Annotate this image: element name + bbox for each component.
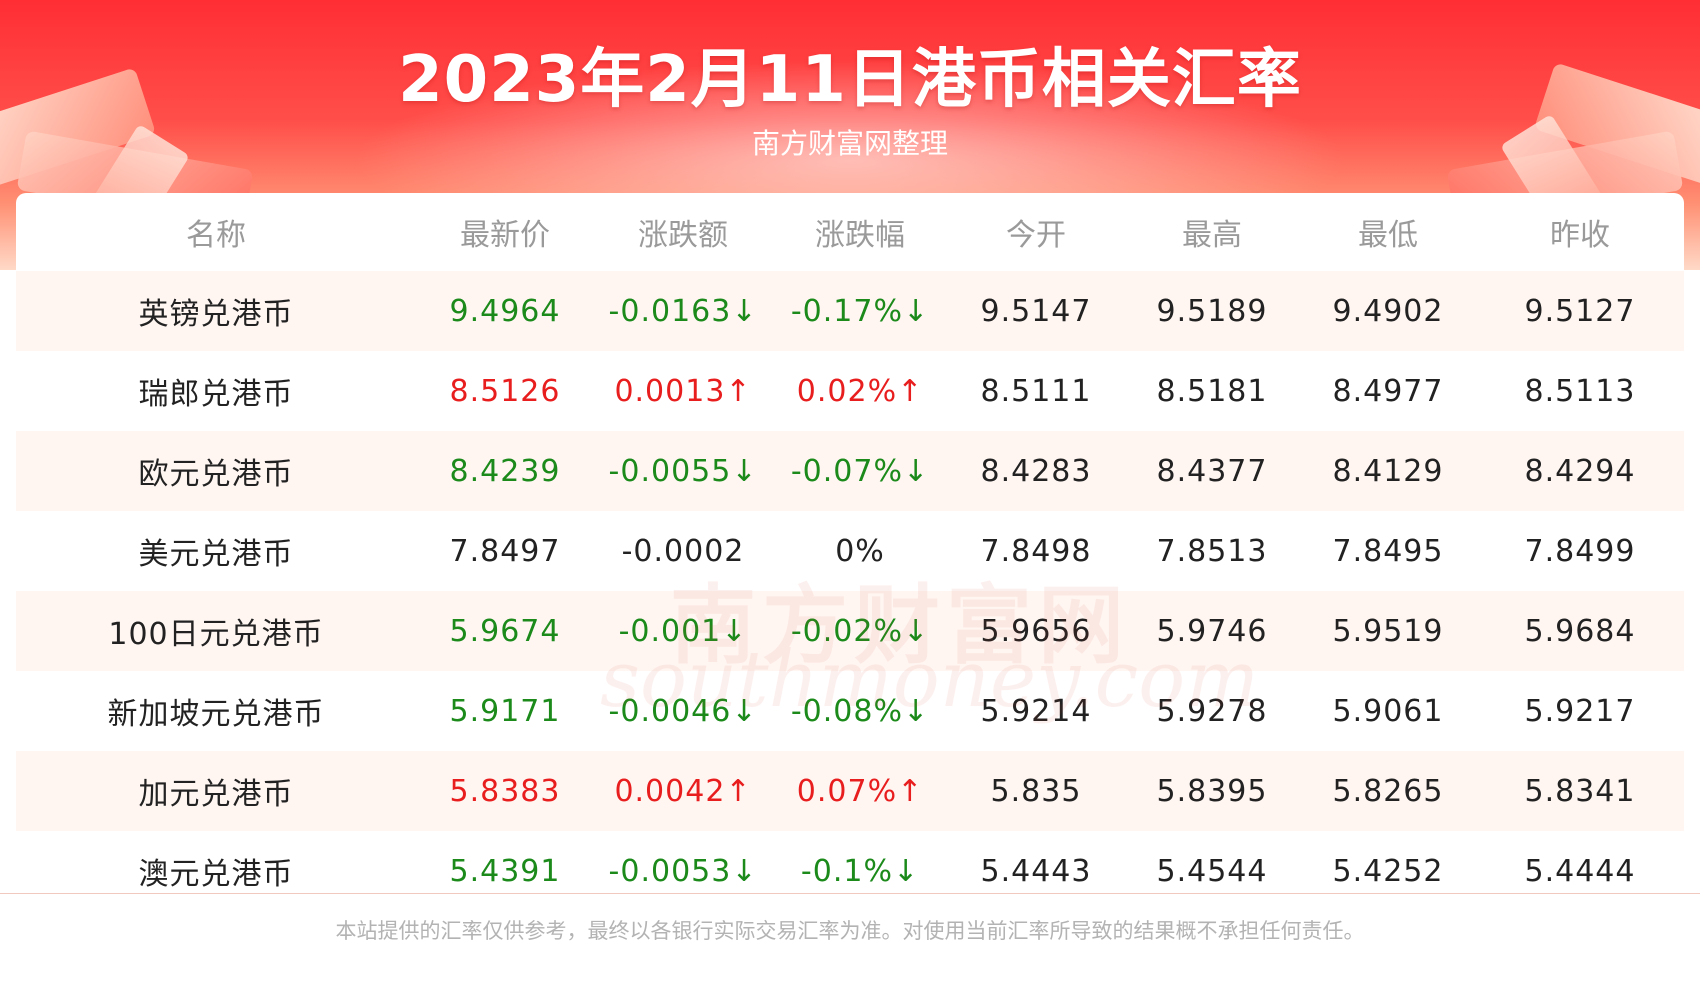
high-price: 5.9746 (1124, 591, 1300, 671)
open-price: 5.9656 (948, 591, 1124, 671)
change-amount: -0.001↓ (594, 591, 772, 671)
open-price: 7.8498 (948, 511, 1124, 591)
high-price: 5.4544 (1124, 831, 1300, 911)
open-price: 5.835 (948, 751, 1124, 831)
previous-close: 9.5127 (1476, 271, 1684, 351)
currency-pair-name: 加元兑港币 (16, 751, 416, 831)
change-percent: -0.08%↓ (772, 671, 948, 751)
low-price: 5.9519 (1300, 591, 1476, 671)
latest-price: 5.9171 (416, 671, 594, 751)
change-amount: -0.0163↓ (594, 271, 772, 351)
table-row: 新加坡元兑港币 5.9171 -0.0046↓ -0.08%↓ 5.9214 5.9278… (16, 671, 1684, 751)
column-header: 涨跌额 (638, 218, 728, 253)
change-amount: 0.0013↑ (594, 351, 772, 431)
low-price: 5.8265 (1300, 751, 1476, 831)
table-row: 英镑兑港币 9.4964 -0.0163↓ -0.17%↓ 9.5147 9.5189 9.… (16, 271, 1684, 351)
currency-pair-name: 欧元兑港币 (16, 431, 416, 511)
change-percent: 0.07%↑ (772, 751, 948, 831)
column-header: 最新价 (460, 218, 550, 253)
high-price: 8.5181 (1124, 351, 1300, 431)
previous-close: 5.9684 (1476, 591, 1684, 671)
currency-pair-name: 瑞郎兑港币 (16, 351, 416, 431)
currency-pair-name: 100日元兑港币 (16, 591, 416, 671)
latest-price: 5.9674 (416, 591, 594, 671)
column-header: 最高 (1182, 218, 1242, 253)
previous-close: 5.8341 (1476, 751, 1684, 831)
latest-price: 5.4391 (416, 831, 594, 911)
currency-pair-name: 新加坡元兑港币 (16, 671, 416, 751)
open-price: 5.4443 (948, 831, 1124, 911)
column-header: 名称 (186, 218, 246, 253)
table-row: 美元兑港币 7.8497 -0.0002 0% 7.8498 7.8513 7.8495 7.… (16, 511, 1684, 591)
latest-price: 8.4239 (416, 431, 594, 511)
table-row: 加元兑港币 5.8383 0.0042↑ 0.07%↑ 5.835 5.8395 5.826… (16, 751, 1684, 831)
currency-pair-name: 澳元兑港币 (16, 831, 416, 911)
latest-price: 7.8497 (416, 511, 594, 591)
high-price: 9.5189 (1124, 271, 1300, 351)
change-percent: -0.07%↓ (772, 431, 948, 511)
change-amount: 0.0042↑ (594, 751, 772, 831)
column-header: 昨收 (1550, 218, 1610, 253)
change-percent: -0.02%↓ (772, 591, 948, 671)
change-amount: -0.0053↓ (594, 831, 772, 911)
page-subtitle: 南方财富网整理 (751, 127, 948, 160)
table-row: 100日元兑港币 5.9674 -0.001↓ -0.02%↓ 5.9656 5.9746… (16, 591, 1684, 671)
currency-pair-name: 美元兑港币 (16, 511, 416, 591)
previous-close: 8.5113 (1476, 351, 1684, 431)
change-amount: -0.0046↓ (594, 671, 772, 751)
low-price: 9.4902 (1300, 271, 1476, 351)
table-row: 澳元兑港币 5.4391 -0.0053↓ -0.1%↓ 5.4443 5.4544 5.4… (16, 831, 1684, 911)
high-price: 7.8513 (1124, 511, 1300, 591)
latest-price: 8.5126 (416, 351, 594, 431)
change-amount: -0.0055↓ (594, 431, 772, 511)
high-price: 5.9278 (1124, 671, 1300, 751)
page-title: 2023年2月11日港币相关汇率 (398, 43, 1302, 117)
currency-pair-name: 英镑兑港币 (16, 271, 416, 351)
open-price: 8.4283 (948, 431, 1124, 511)
high-price: 8.4377 (1124, 431, 1300, 511)
low-price: 5.4252 (1300, 831, 1476, 911)
open-price: 8.5111 (948, 351, 1124, 431)
previous-close: 5.9217 (1476, 671, 1684, 751)
previous-close: 7.8499 (1476, 511, 1684, 591)
table-body: 英镑兑港币 9.4964 -0.0163↓ -0.17%↓ 9.5147 9.5189 9.… (16, 271, 1684, 911)
change-amount: -0.0002 (594, 511, 772, 591)
disclaimer-text: 本站提供的汇率仅供参考，最终以各银行实际交易汇率为准。对使用当前汇率所导致的结果… (335, 919, 1365, 943)
table-header-row: 名称 最新价 涨跌额 涨跌幅 今开 最高 最低 昨收 (16, 193, 1684, 271)
change-percent: 0% (772, 511, 948, 591)
previous-close: 8.4294 (1476, 431, 1684, 511)
table-row: 欧元兑港币 8.4239 -0.0055↓ -0.07%↓ 8.4283 8.4377 8.… (16, 431, 1684, 511)
exchange-rate-table: 名称 最新价 涨跌额 涨跌幅 今开 最高 最低 昨收 英镑兑港币 9.4964 -0.0163↓ -… (16, 193, 1684, 911)
change-percent: -0.17%↓ (772, 271, 948, 351)
latest-price: 9.4964 (416, 271, 594, 351)
column-header: 涨跌幅 (815, 218, 905, 253)
low-price: 8.4977 (1300, 351, 1476, 431)
latest-price: 5.8383 (416, 751, 594, 831)
low-price: 7.8495 (1300, 511, 1476, 591)
divider (0, 893, 1700, 894)
table-row: 瑞郎兑港币 8.5126 0.0013↑ 0.02%↑ 8.5111 8.5181 8.49… (16, 351, 1684, 431)
high-price: 5.8395 (1124, 751, 1300, 831)
change-percent: -0.1%↓ (772, 831, 948, 911)
low-price: 8.4129 (1300, 431, 1476, 511)
column-header: 最低 (1358, 218, 1418, 253)
previous-close: 5.4444 (1476, 831, 1684, 911)
low-price: 5.9061 (1300, 671, 1476, 751)
open-price: 5.9214 (948, 671, 1124, 751)
open-price: 9.5147 (948, 271, 1124, 351)
change-percent: 0.02%↑ (772, 351, 948, 431)
column-header: 今开 (1006, 218, 1066, 253)
